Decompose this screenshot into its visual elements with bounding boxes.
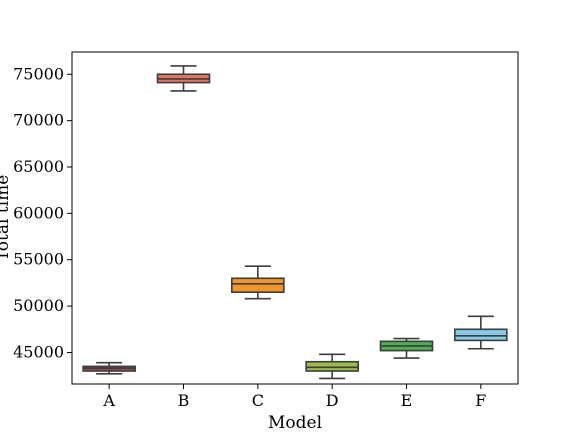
- x-tick-label: D: [326, 391, 339, 410]
- box-marks: [82, 65, 508, 380]
- y-tick-label: 55000: [13, 250, 64, 269]
- iqr-box: [305, 360, 359, 372]
- box-A: [82, 361, 136, 375]
- y-axis: 45000 50000 55000 60000 65000 70000 75000: [13, 64, 72, 361]
- y-tick-label: 60000: [13, 203, 64, 222]
- box-C: [231, 265, 285, 300]
- box-E: [379, 337, 434, 359]
- box-F: [454, 315, 508, 350]
- y-tick-label: 75000: [13, 64, 64, 83]
- x-tick-label: B: [178, 391, 190, 410]
- y-tick-label: 45000: [13, 342, 64, 361]
- x-tick-label: E: [401, 391, 413, 410]
- x-axis: A B C D E F: [102, 384, 486, 410]
- plot-area-frame: [71, 51, 519, 385]
- box-D: [305, 353, 359, 380]
- y-tick-label: 65000: [13, 157, 64, 176]
- x-axis-label: Model: [268, 413, 322, 432]
- box-B: [156, 65, 211, 92]
- y-tick-label: 50000: [13, 296, 64, 315]
- y-axis-label: Total time: [0, 175, 13, 262]
- y-tick-label: 70000: [13, 111, 64, 130]
- iqr-box: [454, 328, 508, 342]
- x-tick-label: C: [252, 391, 264, 410]
- x-tick-label: A: [102, 391, 115, 410]
- x-tick-label: F: [475, 391, 486, 410]
- iqr-box: [231, 277, 285, 293]
